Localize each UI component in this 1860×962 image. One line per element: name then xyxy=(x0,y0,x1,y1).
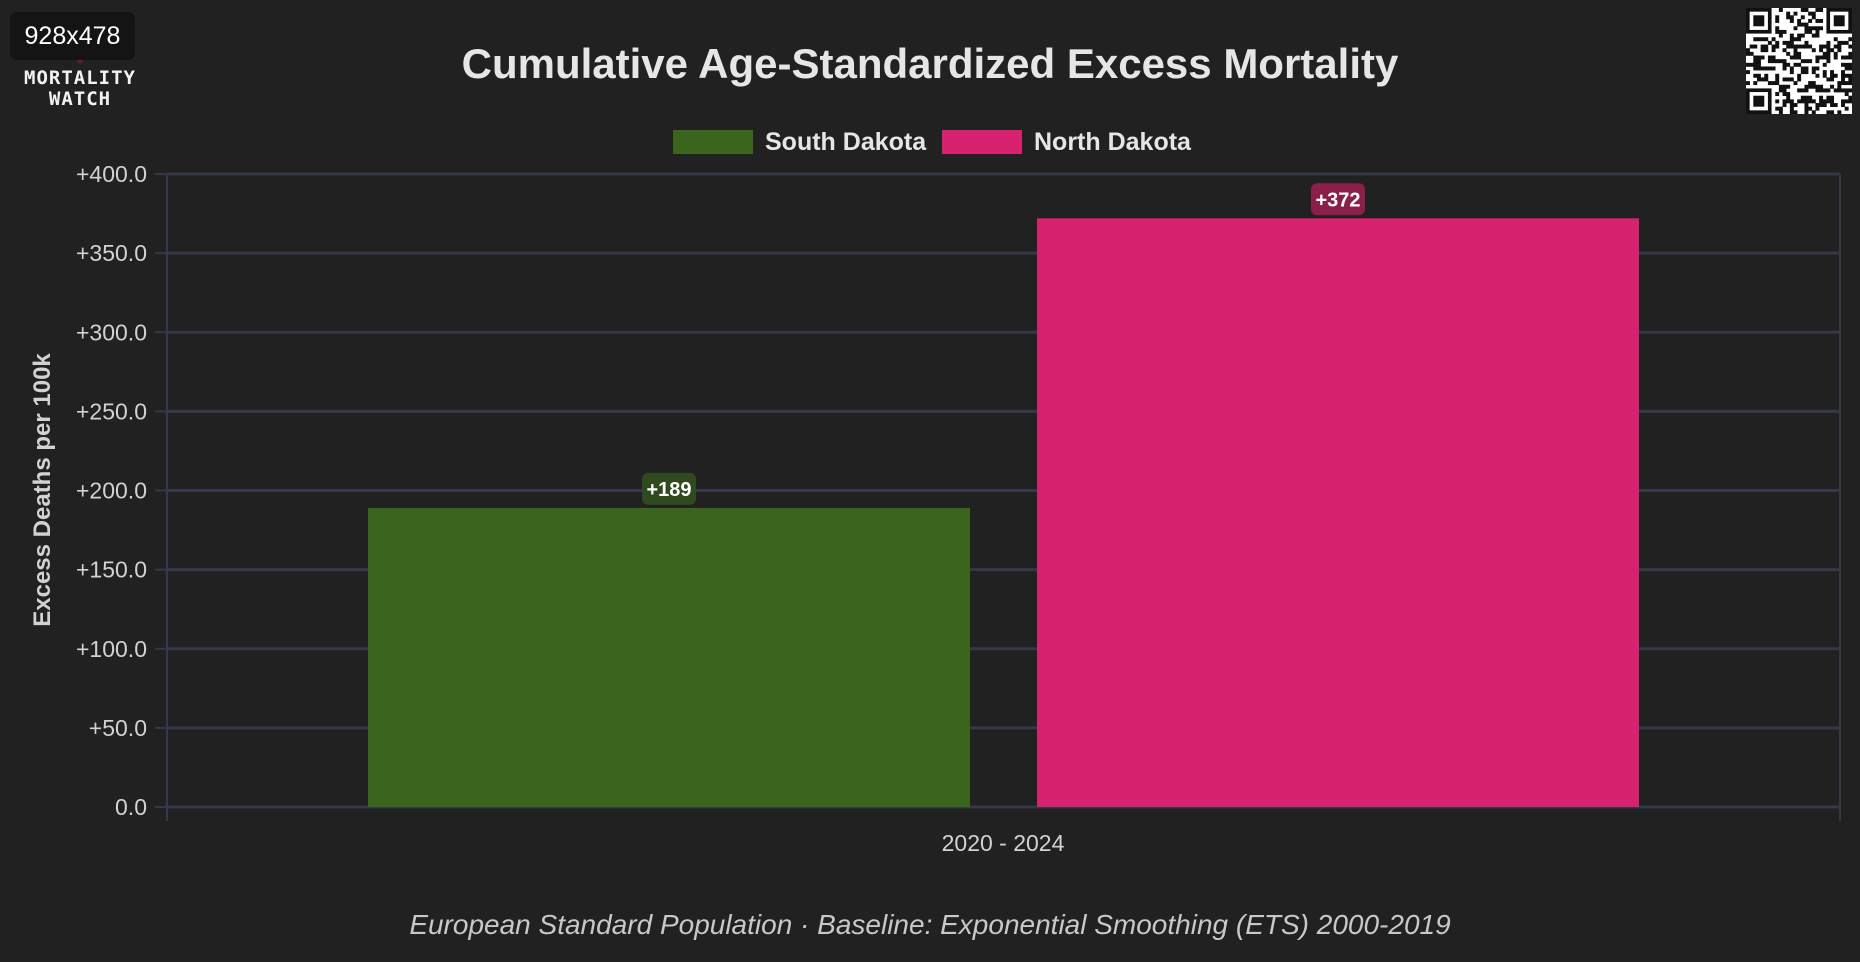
y-tick-label: +250.0 xyxy=(76,398,147,424)
legend-swatch-south-dakota[interactable] xyxy=(673,130,753,154)
legend-label-south-dakota[interactable]: South Dakota xyxy=(765,128,927,156)
y-tick-label: +200.0 xyxy=(76,478,147,504)
bar-south-dakota[interactable] xyxy=(368,507,970,807)
legend-label-north-dakota[interactable]: North Dakota xyxy=(1034,128,1192,156)
y-tick-label: +150.0 xyxy=(76,557,147,583)
logo-line-1: MORTALITY xyxy=(24,67,136,89)
axis-layer: 0.0 +50.0 +100.0 +150.0 +200.0 +250.0 +300.0 +3… xyxy=(76,161,1841,821)
chart-footer: European Standard Population · Baseline:… xyxy=(409,909,1450,940)
y-tick-label: 0.0 xyxy=(115,794,147,820)
legend: South Dakota North Dakota xyxy=(673,128,1192,156)
y-tick-label: +300.0 xyxy=(76,319,147,345)
legend-swatch-north-dakota[interactable] xyxy=(942,130,1022,154)
bar-north-dakota[interactable] xyxy=(1037,218,1639,807)
logo-wordmark: MORTALITY WATCH xyxy=(6,68,154,110)
data-label-north-dakota: +372 xyxy=(1315,189,1360,211)
chart-title: Cumulative Age-Standardized Excess Morta… xyxy=(462,40,1399,87)
bars-layer xyxy=(368,218,1639,807)
labels-layer: +189 +372 xyxy=(642,183,1365,505)
logo-line-2: WATCH xyxy=(48,88,112,110)
x-tick-label: 2020 - 2024 xyxy=(942,830,1065,856)
data-label-bg-south-dakota xyxy=(642,472,696,505)
y-tick-label: +100.0 xyxy=(76,636,147,662)
y-tick-label: +350.0 xyxy=(76,240,147,266)
y-tick-label: +400.0 xyxy=(76,161,147,187)
y-axis-title: Excess Deaths per 100k xyxy=(29,353,56,627)
y-tick-label: +50.0 xyxy=(89,715,147,741)
qr-code-pattern xyxy=(1746,8,1853,115)
size-badge: 928x478 xyxy=(10,12,135,60)
data-label-bg-north-dakota xyxy=(1311,183,1365,216)
qr-code-icon[interactable] xyxy=(1746,8,1853,115)
data-label-south-dakota: +189 xyxy=(646,479,691,501)
